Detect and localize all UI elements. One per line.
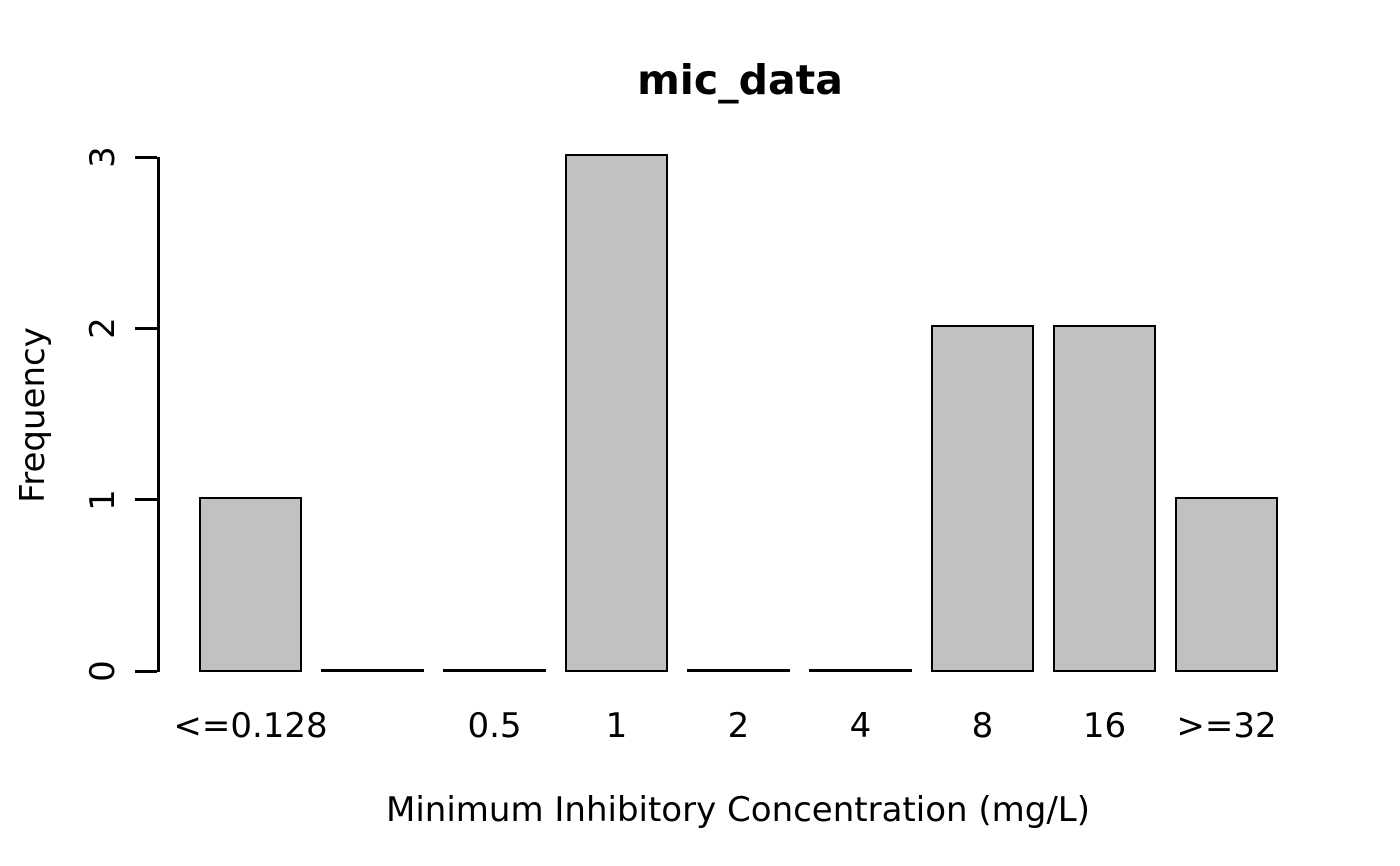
bar [199,497,302,672]
x-tick-label: >=32 [1176,706,1277,746]
y-tick-mark [135,326,157,330]
x-tick-label: <=0.128 [173,706,328,746]
bar [1175,497,1278,672]
y-tick-mark [135,669,157,673]
bar-zero-height [687,669,790,672]
y-tick-mark [135,155,157,159]
bar-zero-height [809,669,912,672]
bar [1053,325,1156,672]
x-tick-label: 4 [849,706,872,746]
bar-zero-height [321,669,424,672]
x-tick-label: 16 [1082,706,1127,746]
bar [931,325,1034,672]
y-axis-line [157,156,160,673]
y-tick-label: 3 [83,146,123,168]
x-tick-label: 2 [727,706,750,746]
bar-zero-height [443,669,546,672]
y-tick-label: 0 [83,660,123,682]
x-tick-label: 0.5 [467,706,522,746]
x-tick-label: 8 [971,706,994,746]
y-tick-label: 1 [83,488,123,511]
y-axis-label: Frequency [13,327,53,503]
y-tick-mark [135,498,157,502]
bar [565,154,668,672]
chart-title: mic_data [637,56,843,104]
x-axis-label: Minimum Inhibitory Concentration (mg/L) [386,790,1090,830]
x-tick-label: 1 [605,706,628,746]
y-tick-label: 2 [83,317,123,340]
